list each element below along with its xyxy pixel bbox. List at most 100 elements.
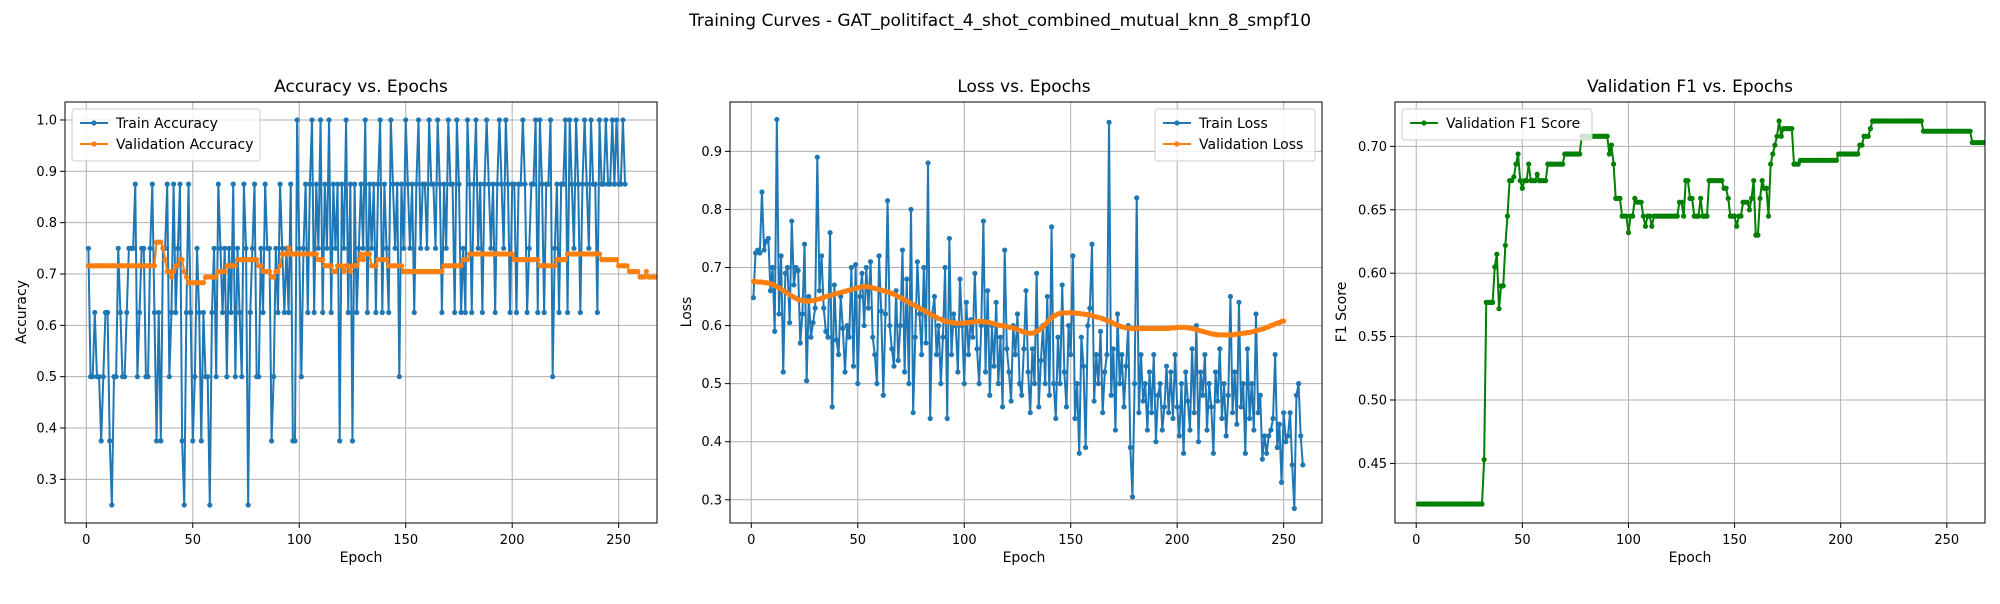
loss-data-point	[1012, 352, 1018, 358]
loss-data-point	[1063, 404, 1070, 410]
loss-data-point	[1204, 427, 1210, 433]
loss-data-point	[916, 311, 923, 317]
accuracy-data-point	[458, 309, 464, 316]
accuracy-data-point	[117, 309, 123, 316]
accuracy-data-point	[383, 257, 390, 263]
loss-data-point	[1268, 427, 1274, 433]
accuracy-data-point	[377, 117, 383, 123]
loss-data-point	[761, 247, 767, 253]
f1-y-tick-label: 0.60	[1358, 267, 1387, 282]
loss-chart: Loss vs. Epochs Epoch Loss 0 50 100 150 200 2…	[679, 77, 1323, 566]
accuracy-data-point	[219, 309, 226, 316]
accuracy-data-point	[258, 263, 264, 269]
loss-data-point	[1070, 253, 1076, 259]
accuracy-data-point	[171, 181, 177, 187]
accuracy-data-point	[258, 245, 264, 251]
accuracy-data-point	[198, 438, 204, 444]
accuracy-data-point	[200, 280, 207, 286]
loss-data-point	[1097, 328, 1104, 334]
f1-legend: Validation F1 Score	[1401, 108, 1593, 141]
accuracy-data-point	[562, 257, 569, 263]
loss-data-point	[906, 381, 912, 387]
accuracy-data-point	[441, 181, 447, 187]
loss-y-tick-label: 0.8	[701, 203, 722, 218]
accuracy-legend: Train Accuracy Validation Accuracy	[71, 108, 261, 162]
loss-data-point	[1091, 398, 1097, 404]
accuracy-data-point	[452, 309, 458, 316]
accuracy-data-point	[526, 245, 532, 251]
loss-data-point	[1178, 381, 1185, 387]
accuracy-data-point	[247, 309, 253, 316]
accuracy-data-point	[109, 502, 115, 508]
f1-y-tick-label: 0.45	[1358, 457, 1387, 472]
accuracy-data-point	[613, 257, 620, 263]
loss-data-point	[867, 259, 874, 265]
accuracy-x-tick-label: 150	[393, 533, 418, 548]
accuracy-data-point	[394, 181, 400, 187]
loss-data-point	[861, 322, 867, 329]
accuracy-data-point	[541, 309, 547, 316]
accuracy-data-point	[490, 181, 496, 187]
loss-data-point	[1212, 369, 1219, 375]
loss-data-point	[833, 337, 840, 343]
loss-data-point	[1140, 398, 1146, 404]
loss-data-point	[1080, 363, 1087, 369]
loss-data-point	[951, 311, 957, 317]
f1-data-point	[1734, 223, 1740, 229]
loss-data-point	[1191, 410, 1197, 416]
loss-data-point	[1057, 381, 1063, 387]
loss-legend-box	[1154, 108, 1316, 162]
loss-data-point	[1134, 195, 1140, 201]
loss-data-point	[1276, 421, 1283, 427]
f1-data-point	[1630, 213, 1636, 219]
loss-data-point	[897, 322, 903, 329]
loss-data-point	[1242, 450, 1248, 456]
accuracy-data-point	[503, 117, 509, 123]
loss-data-point	[1236, 299, 1242, 305]
accuracy-y-tick-label: 0.9	[36, 165, 57, 180]
loss-data-point	[1089, 241, 1095, 247]
loss-data-point	[812, 305, 818, 311]
loss-data-point	[780, 369, 786, 375]
loss-y-label: Loss	[679, 297, 695, 328]
accuracy-data-point	[592, 181, 598, 187]
loss-data-point	[923, 340, 929, 346]
accuracy-data-point	[151, 263, 158, 269]
accuracy-data-point	[432, 245, 439, 251]
f1-data-point	[1685, 178, 1691, 184]
accuracy-data-point	[462, 309, 468, 316]
loss-data-point	[870, 334, 876, 340]
f1-data-point	[1765, 213, 1772, 219]
loss-data-point	[921, 264, 927, 271]
accuracy-data-point	[132, 181, 138, 187]
accuracy-data-point	[268, 438, 275, 444]
loss-data-point	[880, 392, 886, 398]
accuracy-data-point	[134, 374, 140, 380]
loss-chart-title: Loss vs. Epochs	[957, 77, 1090, 97]
accuracy-data-point	[185, 181, 192, 187]
accuracy-data-point	[271, 274, 277, 280]
accuracy-data-point	[460, 245, 466, 251]
loss-data-point	[1074, 381, 1080, 387]
accuracy-data-point	[435, 117, 441, 123]
accuracy-data-point	[153, 438, 160, 444]
accuracy-data-point	[415, 117, 422, 123]
loss-data-point	[1076, 450, 1082, 456]
accuracy-data-point	[158, 438, 164, 444]
loss-data-point	[1255, 410, 1261, 416]
accuracy-data-point	[328, 263, 334, 269]
accuracy-data-point	[181, 268, 187, 275]
loss-data-point	[1093, 352, 1099, 358]
accuracy-data-point	[241, 181, 247, 187]
loss-data-point	[1229, 410, 1236, 416]
accuracy-data-point	[611, 181, 618, 187]
accuracy-data-point	[175, 263, 181, 269]
loss-data-point	[1085, 322, 1091, 329]
loss-data-point	[991, 363, 997, 369]
loss-data-point	[970, 334, 976, 340]
accuracy-data-point	[275, 268, 281, 275]
accuracy-data-point	[341, 245, 347, 251]
loss-data-point	[1272, 352, 1278, 358]
loss-data-point	[1149, 410, 1155, 416]
accuracy-data-point	[166, 374, 172, 380]
